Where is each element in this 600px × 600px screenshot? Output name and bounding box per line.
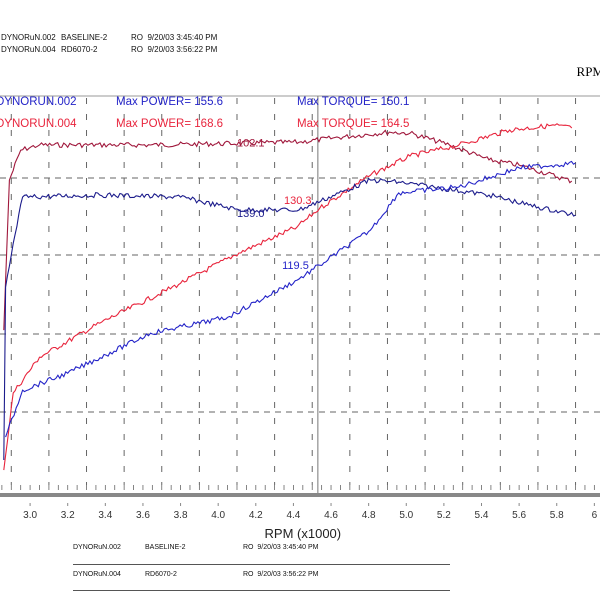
header-name: RD6070-2 (61, 45, 98, 54)
x-tick-label: 4.4 (286, 510, 300, 521)
x-tick-label: 5.0 (399, 510, 413, 521)
x-tick-label: 5.8 (550, 510, 564, 521)
value-annotation: 119.5 (282, 260, 309, 272)
value-annotation: 102.1 (237, 138, 265, 150)
x-tick-label: 4.8 (362, 510, 376, 521)
footer-row-1: DYNORuN.002 BASELINE-2 RO 9/20/03 3:45:4… (73, 544, 450, 554)
header-run: DYNORuN.002 (1, 33, 56, 42)
footer-name: RD6070-2 (145, 571, 177, 578)
chart-labels: 3.0 3.2 3.4 3.6 3.8 4.0 4.2 4.4 4.6 4.8 5.0 5.2 5.4 5… (0, 96, 598, 541)
x-axis-label: RPM (x1000) (265, 526, 342, 541)
grid (0, 95, 600, 506)
footer-name: BASELINE-2 (145, 544, 186, 551)
corner-label: RPM (576, 64, 600, 79)
footer-run: DYNORuN.002 (73, 544, 121, 551)
footer-row-2: DYNORuN.004 RD6070-2 RO 9/20/03 3:56:22 … (73, 571, 450, 581)
x-tick-label: 3.8 (174, 510, 188, 521)
footer-stamp: RO 9/20/03 3:56:22 PM (243, 571, 319, 578)
header-name: BASELINE-2 (61, 33, 108, 42)
x-tick-label: 3.6 (136, 510, 150, 521)
series-line-power_004 (3, 123, 573, 471)
legend-max-power: Max POWER= 168.6 (116, 118, 223, 130)
header-row-2: DYNORuN.004 RD6070-2 RO 9/20/03 3:56:22 … (1, 45, 301, 55)
value-annotation: 139.0 (237, 208, 265, 220)
footer-run: DYNORuN.004 (73, 571, 121, 578)
x-tick-label: 3.4 (98, 510, 112, 521)
x-tick-label: 3.2 (61, 510, 75, 521)
x-tick-label: 4.6 (324, 510, 338, 521)
value-annotation: 130.3 (284, 195, 312, 207)
x-tick-label: 3.0 (23, 510, 37, 521)
legend-max-torque: Max TORQUE= 150.1 (297, 96, 409, 108)
x-axis-bar (0, 493, 600, 497)
header-stamp: RO 9/20/03 3:56:22 PM (131, 45, 218, 54)
x-tick-label: 5.6 (512, 510, 526, 521)
header-row-1: DYNORuN.002 BASELINE-2 RO 9/20/03 3:45:4… (1, 33, 301, 43)
footer-stamp: RO 9/20/03 3:45:40 PM (243, 544, 319, 551)
header-stamp: RO 9/20/03 3:45:40 PM (131, 33, 218, 42)
series-line-power_002 (5, 160, 576, 438)
series-line-torque_002 (3, 177, 576, 461)
series-line-torque_004 (3, 129, 573, 331)
x-tick-label: 4.0 (211, 510, 225, 521)
x-tick-label: 5.4 (475, 510, 489, 521)
footer-divider (73, 590, 450, 591)
header-run: DYNORuN.004 (1, 45, 56, 54)
legend-run: DYNORUN.004 (0, 118, 77, 130)
x-tick-label: 4.2 (249, 510, 263, 521)
legend-run: DYNORUN.002 (0, 96, 77, 108)
x-tick-label: 6 (592, 510, 598, 521)
legend-max-power: Max POWER= 155.6 (116, 96, 223, 108)
footer-divider (73, 564, 450, 565)
x-tick-label: 5.2 (437, 510, 451, 521)
legend-max-torque: Max TORQUE= 164.5 (297, 118, 409, 130)
series-lines (3, 123, 576, 471)
